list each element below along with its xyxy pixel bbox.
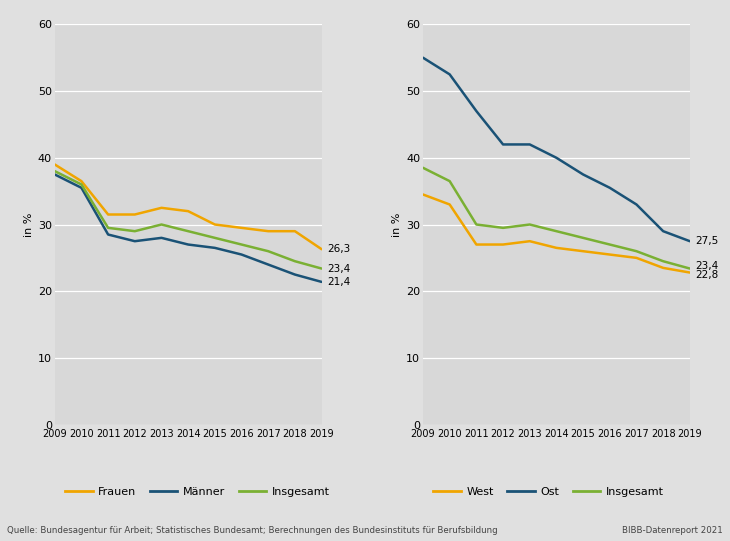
Text: 26,3: 26,3 [327, 244, 350, 254]
Text: 23,4: 23,4 [696, 261, 718, 271]
Legend: West, Ost, Insgesamt: West, Ost, Insgesamt [429, 482, 669, 501]
Text: 27,5: 27,5 [696, 236, 718, 246]
Legend: Frauen, Männer, Insgesamt: Frauen, Männer, Insgesamt [61, 482, 334, 501]
Y-axis label: in %: in % [392, 212, 402, 237]
Text: BIBB-Datenreport 2021: BIBB-Datenreport 2021 [622, 525, 723, 535]
Text: 22,8: 22,8 [696, 270, 718, 280]
Text: Quelle: Bundesagentur für Arbeit; Statistisches Bundesamt; Berechnungen des Bund: Quelle: Bundesagentur für Arbeit; Statis… [7, 525, 498, 535]
Text: 23,4: 23,4 [327, 263, 350, 274]
Y-axis label: in %: in % [23, 212, 34, 237]
Text: 21,4: 21,4 [327, 277, 350, 287]
